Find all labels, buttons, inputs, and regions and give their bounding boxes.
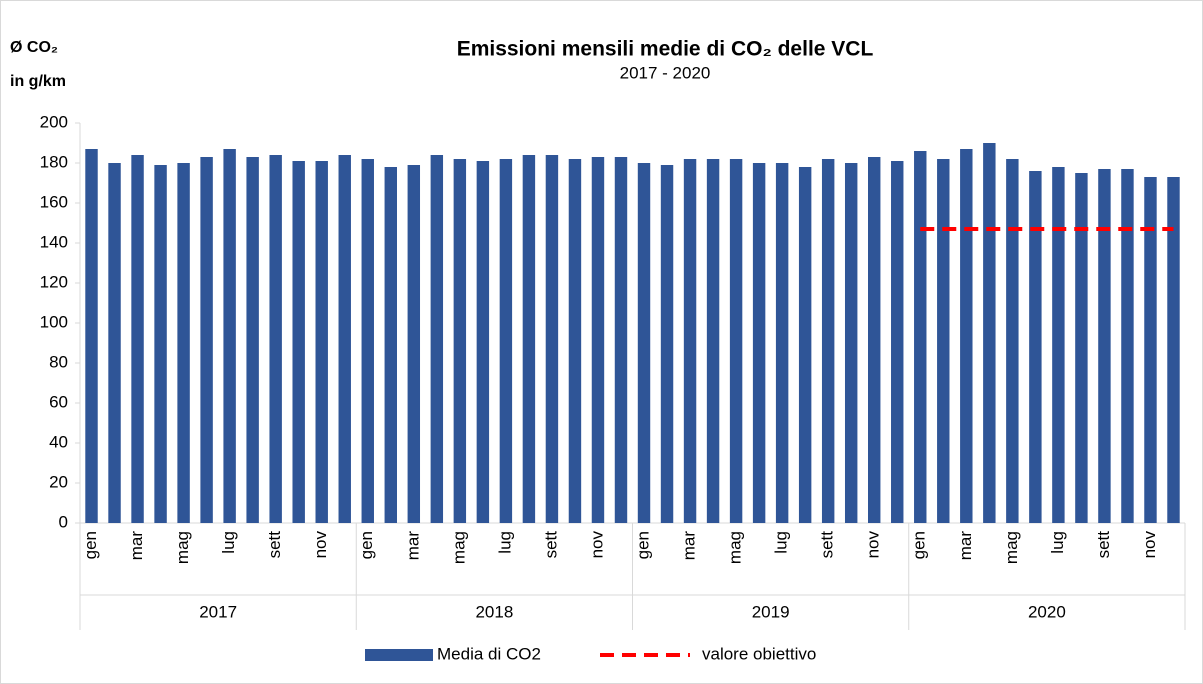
x-tick-label: gen xyxy=(633,531,652,559)
bar xyxy=(1075,173,1088,523)
x-tick-label: nov xyxy=(864,531,883,559)
y-axis-label: Ø CO₂ xyxy=(10,39,58,56)
group-label: 2018 xyxy=(475,602,513,621)
x-tick-label: nov xyxy=(311,531,330,559)
bar xyxy=(706,159,720,523)
x-tick-label: sett xyxy=(818,531,837,559)
bar xyxy=(798,167,812,523)
bar xyxy=(384,167,397,523)
y-tick-label: 120 xyxy=(40,272,68,291)
bar xyxy=(568,159,582,523)
bar xyxy=(821,159,835,523)
y-tick-label: 200 xyxy=(40,112,68,131)
legend-swatch xyxy=(365,649,433,661)
x-tick-label: gen xyxy=(910,531,929,559)
group-label: 2020 xyxy=(1028,602,1066,621)
bar xyxy=(430,155,444,523)
x-tick-label: mag xyxy=(173,531,192,564)
x-tick-label: mag xyxy=(449,531,468,564)
x-tick-label: mag xyxy=(726,531,745,564)
bar xyxy=(154,165,167,523)
x-tick-label: lug xyxy=(1048,531,1067,554)
bar xyxy=(407,165,421,523)
bar xyxy=(1029,171,1042,523)
chart-title: Emissioni mensili medie di CO₂ delle VCL xyxy=(457,38,874,61)
chart-subtitle: 2017 - 2020 xyxy=(620,63,711,82)
bar xyxy=(1006,159,1019,523)
y-axis-label: in g/km xyxy=(10,73,66,90)
bar xyxy=(361,159,374,523)
bar xyxy=(1144,177,1157,523)
bar xyxy=(775,163,789,523)
bar xyxy=(844,163,858,523)
y-tick-label: 20 xyxy=(49,472,68,491)
bar xyxy=(177,163,190,523)
y-tick-label: 100 xyxy=(40,312,68,331)
x-tick-label: sett xyxy=(1094,531,1113,559)
x-tick-label: mag xyxy=(1002,531,1021,564)
bar xyxy=(914,151,927,523)
bar xyxy=(223,149,236,523)
y-tick-label: 180 xyxy=(40,152,68,171)
x-tick-label: sett xyxy=(265,531,284,559)
x-tick-label: lug xyxy=(772,531,791,554)
bar xyxy=(453,159,467,523)
bar xyxy=(591,157,605,523)
legend-label: valore obiettivo xyxy=(702,644,816,663)
group-label: 2019 xyxy=(752,602,790,621)
bar xyxy=(1167,177,1180,523)
bar xyxy=(683,159,697,523)
x-tick-label: mar xyxy=(680,531,699,561)
y-tick-label: 80 xyxy=(49,352,68,371)
group-label: 2017 xyxy=(199,602,237,621)
y-tick-label: 140 xyxy=(40,232,68,251)
bar xyxy=(752,163,766,523)
x-tick-label: mar xyxy=(127,531,146,561)
x-tick-label: gen xyxy=(81,531,100,559)
bar xyxy=(545,155,559,523)
bar xyxy=(891,161,904,523)
bar xyxy=(269,155,282,523)
y-tick-label: 60 xyxy=(49,392,68,411)
bar xyxy=(637,163,651,523)
bar xyxy=(200,157,213,523)
bar xyxy=(246,157,259,523)
bar xyxy=(292,161,305,523)
bar xyxy=(499,159,513,523)
x-tick-label: mar xyxy=(956,531,975,561)
x-tick-label: gen xyxy=(357,531,376,559)
bar xyxy=(522,155,536,523)
bar xyxy=(131,155,144,523)
x-tick-label: mar xyxy=(403,531,422,561)
legend-label: Media di CO2 xyxy=(437,644,541,663)
bar xyxy=(476,161,490,523)
bar xyxy=(937,159,950,523)
bar xyxy=(1121,169,1134,523)
x-tick-label: nov xyxy=(1140,531,1159,559)
bar xyxy=(960,149,973,523)
y-tick-label: 160 xyxy=(40,192,68,211)
bar xyxy=(315,161,328,523)
bar xyxy=(1098,169,1111,523)
bar xyxy=(1052,167,1065,523)
x-tick-label: lug xyxy=(495,531,514,554)
bar xyxy=(983,143,996,523)
x-tick-label: sett xyxy=(541,531,560,559)
y-tick-label: 40 xyxy=(49,432,68,451)
bar xyxy=(660,165,674,523)
x-tick-label: nov xyxy=(587,531,606,559)
bar xyxy=(85,149,98,523)
x-tick-label: lug xyxy=(219,531,238,554)
bar xyxy=(868,157,881,523)
bar xyxy=(338,155,351,523)
bar xyxy=(729,159,743,523)
bar xyxy=(614,157,628,523)
bar xyxy=(108,163,121,523)
y-tick-label: 0 xyxy=(59,512,68,531)
